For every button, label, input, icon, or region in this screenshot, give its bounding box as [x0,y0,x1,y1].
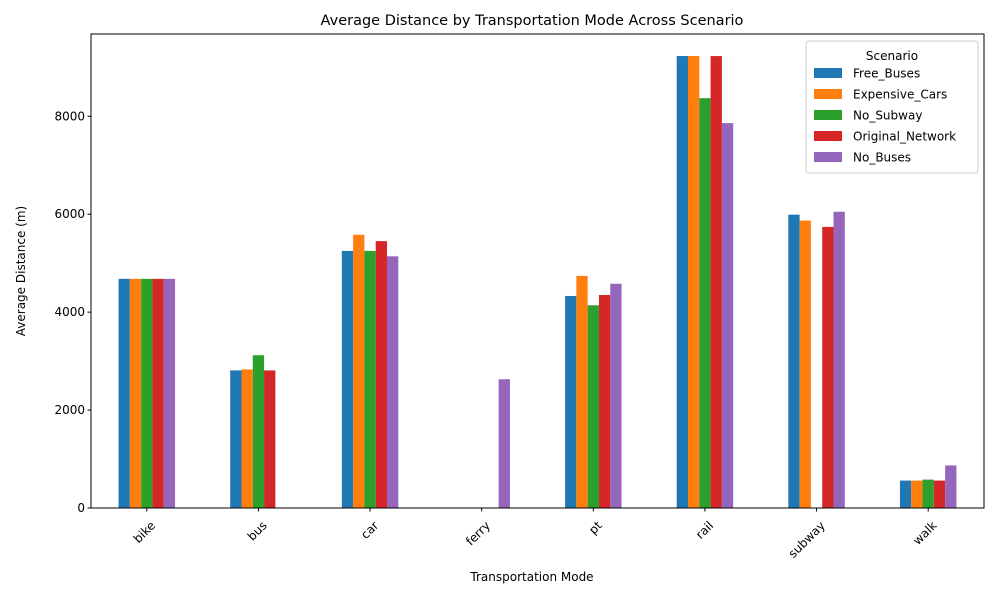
bar-rail-no-buses [721,123,734,509]
legend-label-no-subway: No_Subway [853,109,922,123]
x-tick-label-bus: bus [245,518,270,543]
x-tick-label-walk: walk [910,518,939,547]
legend-swatch-free-buses [814,68,842,78]
bar-rail-no-subway [699,98,711,509]
bar-car-expensive-cars [353,234,365,508]
bar-pt-original-network [598,294,611,508]
bar-bus-no-subway [252,355,265,508]
bar-car-original-network [375,241,388,508]
x-tick-label-rail: rail [693,518,716,541]
bar-pt-expensive-cars [576,275,588,508]
bar-bike-expensive-cars [129,278,142,508]
y-tick-label: 4000 [54,305,85,319]
bar-car-free-buses [341,250,354,509]
x-tick-label-pt: pt [586,518,605,537]
y-tick-label: 6000 [54,207,85,221]
bar-walk-original-network [933,480,946,508]
plot-frame [90,33,985,509]
bar-bus-free-buses [230,370,242,508]
bar-bike-free-buses [118,278,130,508]
legend: Scenario Free_Buses Expensive_Cars No_Subw… [805,40,979,174]
x-tick-label-subway: subway [786,518,828,560]
bar-subway-expensive-cars [799,220,811,508]
legend-label-free-buses: Free_Buses [853,67,920,81]
bar-walk-no-subway [922,479,934,508]
bar-ferry-no-buses [498,379,510,508]
legend-title: Scenario [866,49,918,63]
y-tick-label: 0 [77,501,85,515]
bar-rail-original-network [710,56,722,508]
bar-car-no-subway [364,250,376,509]
bars-layer [118,56,957,509]
bar-bike-original-network [152,278,164,508]
bar-walk-expensive-cars [911,480,923,508]
bar-pt-no-buses [610,283,622,508]
bar-bike-no-buses [163,278,176,508]
legend-swatch-expensive-cars [814,89,842,99]
legend-label-original-network: Original_Network [853,130,956,144]
x-tick-label-car: car [358,518,381,541]
chart-title: Average Distance by Transportation Mode … [321,13,744,29]
bar-car-no-buses [387,256,399,508]
bar-subway-free-buses [788,214,800,508]
bar-pt-free-buses [565,295,577,508]
bar-subway-original-network [822,226,834,508]
bar-bus-original-network [264,370,276,508]
bar-pt-no-subway [587,305,599,508]
x-tick-label-ferry: ferry [463,518,493,548]
legend-swatch-no-subway [814,110,842,120]
x-tick-label-bike: bike [131,518,158,545]
legend-label-expensive-cars: Expensive_Cars [853,88,947,102]
y-axis-title: Average Distance (m) [14,206,28,336]
y-tick-label: 8000 [54,109,85,123]
bar-walk-no-buses [945,465,957,508]
bar-rail-free-buses [676,56,688,508]
bar-walk-free-buses [899,480,912,508]
legend-box [805,40,979,174]
x-axis-title: Transportation Mode [469,570,593,584]
bar-bus-expensive-cars [241,369,253,508]
bar-subway-no-buses [833,211,845,508]
bar-bike-no-subway [141,278,153,508]
legend-items: Free_Buses Expensive_Cars No_Subway Origina… [814,67,956,165]
y-tick-label: 2000 [54,403,85,417]
bar-rail-expensive-cars [687,56,700,508]
legend-swatch-no-buses [814,152,842,162]
legend-swatch-original-network [814,131,842,141]
legend-label-no-buses: No_Buses [853,151,911,165]
